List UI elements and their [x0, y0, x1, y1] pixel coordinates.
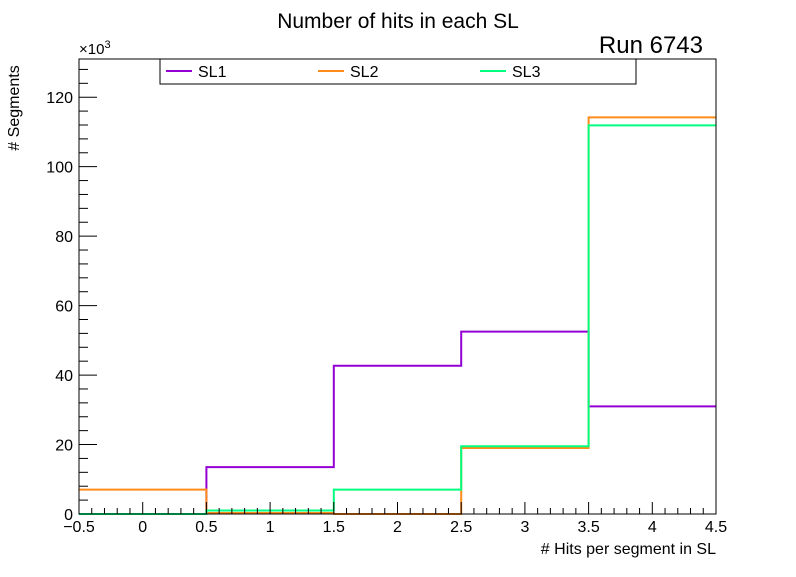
x-tick-label: 4.5 [705, 519, 727, 536]
x-tick-label: 1.5 [323, 519, 345, 536]
y-tick-label: 120 [46, 90, 73, 107]
y-tick-label: 20 [55, 438, 73, 455]
run-annotation: Run 6743 [599, 32, 703, 59]
x-tick-label: 2 [393, 519, 402, 536]
x-tick-label: 3.5 [577, 519, 599, 536]
y-axis-multiplier: ×103 [79, 39, 111, 58]
x-tick-label: 1 [266, 519, 275, 536]
legend-label-sl2: SL2 [350, 64, 379, 81]
y-tick-label: 80 [55, 229, 73, 246]
y-tick-label: 0 [64, 507, 73, 524]
legend-box [159, 58, 637, 85]
x-tick-label: 2.5 [450, 519, 472, 536]
legend: SL1 SL2 SL3 [159, 58, 637, 85]
x-tick-label: 0 [138, 519, 147, 536]
x-tick-label: −0.5 [63, 519, 95, 536]
legend-label-sl3: SL3 [512, 64, 541, 81]
series-line-sl2 [79, 116, 716, 515]
chart-title: Number of hits in each SL [277, 10, 519, 33]
y-tick-label: 40 [55, 368, 73, 385]
x-axis-label: # Hits per segment in SL [541, 541, 716, 558]
y-axis-label: # Segments [6, 65, 23, 150]
x-tick-label: 0.5 [195, 519, 217, 536]
plot-frame [78, 58, 717, 515]
x-tick-label: 4 [648, 519, 657, 536]
y-tick-label: 100 [46, 160, 73, 177]
legend-label-sl1: SL1 [198, 64, 227, 81]
y-axis-multiplier-exponent: 3 [104, 39, 110, 51]
y-axis-multiplier-base: ×10 [79, 41, 104, 58]
series-line-sl3 [79, 124, 716, 515]
x-tick-label: 3 [520, 519, 529, 536]
series-line-sl1 [79, 330, 716, 515]
y-tick-label: 60 [55, 299, 73, 316]
